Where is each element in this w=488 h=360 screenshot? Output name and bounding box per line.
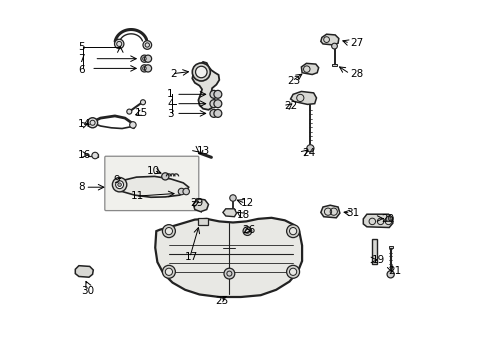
Text: 13: 13 <box>197 146 210 156</box>
Circle shape <box>229 195 236 201</box>
Text: 4: 4 <box>167 99 173 109</box>
Text: 29: 29 <box>190 198 203 208</box>
Circle shape <box>165 268 172 275</box>
Circle shape <box>386 271 393 278</box>
Polygon shape <box>301 63 318 75</box>
Circle shape <box>213 90 222 98</box>
Circle shape <box>213 100 222 108</box>
Text: 17: 17 <box>185 252 198 262</box>
Circle shape <box>144 65 151 72</box>
Circle shape <box>165 228 172 235</box>
Bar <box>387 246 392 248</box>
Text: 1: 1 <box>167 89 173 99</box>
Polygon shape <box>114 176 188 197</box>
Polygon shape <box>363 214 392 228</box>
Circle shape <box>126 109 132 114</box>
Text: 21: 21 <box>387 266 400 276</box>
Circle shape <box>162 173 168 180</box>
Circle shape <box>129 122 136 128</box>
Circle shape <box>141 55 148 62</box>
Circle shape <box>141 65 148 72</box>
Text: 9: 9 <box>113 175 120 185</box>
Polygon shape <box>75 266 93 277</box>
Circle shape <box>209 100 218 108</box>
Bar <box>231 209 234 211</box>
Circle shape <box>114 39 123 49</box>
Text: 20: 20 <box>381 213 394 224</box>
Text: 10: 10 <box>147 166 160 176</box>
Circle shape <box>286 265 299 278</box>
Text: 28: 28 <box>350 69 363 79</box>
Bar <box>332 64 336 66</box>
Circle shape <box>140 100 145 105</box>
Circle shape <box>183 188 189 195</box>
Circle shape <box>286 225 299 238</box>
Polygon shape <box>320 34 338 45</box>
Circle shape <box>385 216 390 221</box>
Bar <box>197 218 207 225</box>
Circle shape <box>178 188 184 195</box>
Polygon shape <box>192 62 219 110</box>
Circle shape <box>224 268 234 279</box>
Circle shape <box>195 66 206 78</box>
Text: 2: 2 <box>170 69 177 79</box>
Circle shape <box>244 229 249 233</box>
Text: 23: 23 <box>286 76 300 86</box>
Polygon shape <box>193 199 208 212</box>
Circle shape <box>289 228 296 235</box>
Text: 26: 26 <box>242 225 255 235</box>
Text: 30: 30 <box>81 286 94 296</box>
Text: 18: 18 <box>236 210 249 220</box>
Circle shape <box>331 43 337 49</box>
Circle shape <box>118 183 121 186</box>
Circle shape <box>162 225 175 238</box>
Text: 19: 19 <box>371 255 384 265</box>
Polygon shape <box>290 91 316 104</box>
Circle shape <box>209 90 218 98</box>
Circle shape <box>243 227 251 235</box>
Text: 31: 31 <box>346 208 359 218</box>
Text: 14: 14 <box>78 119 91 129</box>
Text: 12: 12 <box>241 198 254 208</box>
Circle shape <box>142 41 151 49</box>
Text: 25: 25 <box>215 296 228 306</box>
Circle shape <box>144 55 151 62</box>
Circle shape <box>306 145 313 152</box>
Bar <box>371 239 376 264</box>
Circle shape <box>209 109 218 117</box>
Text: 24: 24 <box>302 148 315 158</box>
Text: 11: 11 <box>131 191 144 201</box>
Circle shape <box>289 268 296 275</box>
Circle shape <box>92 152 98 159</box>
Text: 7: 7 <box>78 54 84 64</box>
Polygon shape <box>223 209 236 217</box>
Text: 3: 3 <box>167 109 173 120</box>
Polygon shape <box>320 205 339 218</box>
Text: 8: 8 <box>78 182 84 192</box>
Circle shape <box>112 177 126 192</box>
Text: 15: 15 <box>134 108 148 118</box>
Circle shape <box>213 109 222 117</box>
Circle shape <box>87 118 98 128</box>
Circle shape <box>192 63 210 81</box>
Text: 22: 22 <box>284 101 297 111</box>
Text: 6: 6 <box>78 65 84 75</box>
Text: 27: 27 <box>350 38 363 48</box>
Circle shape <box>162 265 175 278</box>
Circle shape <box>115 181 123 189</box>
Polygon shape <box>155 218 302 297</box>
Text: 5: 5 <box>78 42 84 52</box>
FancyBboxPatch shape <box>104 156 199 211</box>
Text: 16: 16 <box>78 150 91 160</box>
